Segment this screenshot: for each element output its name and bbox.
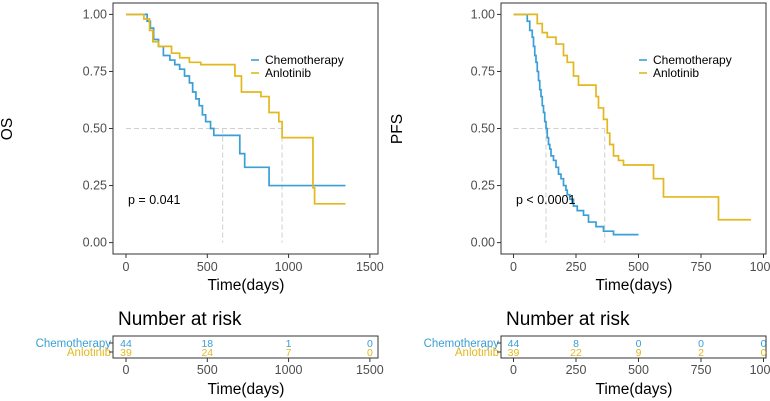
os-risk-anlotinib-value: 0 <box>367 347 373 359</box>
pfs-y-tick-label: 0.25 <box>471 179 495 193</box>
os-curve-chemotherapy <box>126 13 346 187</box>
os-curve-anlotinib <box>126 13 346 205</box>
os-risk-chemotherapy-value: 1 <box>286 338 292 350</box>
os-x-tick-label: 1000 <box>275 260 303 274</box>
pfs-x-tick-label: 0 <box>510 260 517 274</box>
os-risk-label-chemotherapy: Chemotherapy <box>36 338 112 350</box>
pfs-panel: 0.000.250.500.751.00 02505007501000 PFS … <box>389 2 770 398</box>
os-p-value: p = 0.041 <box>128 193 181 207</box>
pfs-median-reference-lines <box>513 128 606 243</box>
os-legend: Chemotherapy Anlotinib <box>251 53 344 80</box>
pfs-curve-chemotherapy <box>513 13 639 236</box>
os-y-tick-label: 0.50 <box>83 122 107 136</box>
pfs-risk-chemotherapy-value: 0 <box>636 338 642 350</box>
pfs-x-tick-label: 250 <box>566 260 587 274</box>
os-risk-x-axis: 0 500 1000 1500 <box>123 358 384 377</box>
os-risk-label-anlotinib: Anlotinib <box>67 347 111 359</box>
pfs-y-tick-label: 0.50 <box>471 122 495 136</box>
os-y-tick-label: 0.00 <box>83 236 107 250</box>
os-legend-anlotinib: Anlotinib <box>265 66 311 80</box>
pfs-y-axis: 0.00 0.25 0.50 0.75 1.00 <box>471 7 501 250</box>
os-risk-x-tick-label: 500 <box>197 363 218 377</box>
os-risk-x-tick-label: 1000 <box>275 363 303 377</box>
os-risk-anlotinib-value: 39 <box>120 347 132 359</box>
pfs-risk-x-tick-label: 1000 <box>750 363 770 377</box>
os-y-tick-label: 1.00 <box>83 7 107 21</box>
pfs-risk-chemotherapy-value: 44 <box>508 338 520 350</box>
pfs-y-tick-label: 1.00 <box>471 7 495 21</box>
pfs-risk-values: 44 8 0 0 039 22 9 2 0 <box>497 338 767 359</box>
os-x-axis-title: Time(days) <box>208 277 285 294</box>
os-y-tick-label: 0.75 <box>83 64 107 78</box>
pfs-risk-title: Number at risk <box>506 309 630 330</box>
os-y-tick-label: 0.25 <box>83 179 107 193</box>
os-plot-frame <box>112 2 379 255</box>
pfs-legend-chemotherapy: Chemotherapy <box>653 53 732 67</box>
os-x-tick-label: 500 <box>197 260 218 274</box>
pfs-y-tick-label: 0.00 <box>471 236 495 250</box>
pfs-x-tick-label: 750 <box>691 260 712 274</box>
pfs-risk-chemotherapy-value: 0 <box>761 338 767 350</box>
pfs-risk-chemotherapy-value: 8 <box>573 338 579 350</box>
os-risk-chemotherapy-value: 18 <box>201 338 213 350</box>
os-risk-anlotinib-value: 7 <box>286 347 292 359</box>
pfs-risk-anlotinib-value: 2 <box>698 347 704 359</box>
os-risk-x-tick-label: 1500 <box>356 363 384 377</box>
pfs-risk-chemotherapy-value: 0 <box>698 338 704 350</box>
os-survival-curves <box>126 13 346 205</box>
pfs-y-axis-title: PFS <box>389 114 406 144</box>
pfs-curve-anlotinib <box>513 13 751 221</box>
pfs-x-axis: 0 250 500 750 1000 <box>510 254 770 274</box>
pfs-survival-curves <box>513 13 751 236</box>
pfs-risk-x-tick-label: 0 <box>510 363 517 377</box>
pfs-risk-label-anlotinib: Anlotinib <box>455 347 499 359</box>
pfs-risk-x-tick-label: 250 <box>566 363 587 377</box>
pfs-risk-x-axis-title: Time(days) <box>596 381 673 398</box>
os-risk-chemotherapy-value: 0 <box>367 338 373 350</box>
pfs-risk-x-tick-label: 750 <box>691 363 712 377</box>
os-risk-x-tick-label: 0 <box>123 363 130 377</box>
pfs-risk-anlotinib-value: 22 <box>570 347 582 359</box>
pfs-risk-label-chemotherapy: Chemotherapy <box>424 338 500 350</box>
pfs-risk-anlotinib-value: 0 <box>761 347 767 359</box>
os-y-axis-title: OS <box>0 118 16 140</box>
os-risk-chemotherapy-value: 44 <box>120 338 132 350</box>
os-risk-values: 44 18 1 0 39 24 7 0 <box>109 338 373 359</box>
os-risk-frame <box>112 335 379 359</box>
os-x-tick-label: 0 <box>123 260 130 274</box>
os-risk-x-axis-title: Time(days) <box>208 381 285 398</box>
pfs-legend-anlotinib: Anlotinib <box>653 66 699 80</box>
pfs-y-tick-label: 0.75 <box>471 64 495 78</box>
os-risk-title: Number at risk <box>118 309 242 330</box>
pfs-x-axis-title: Time(days) <box>596 277 673 294</box>
os-x-tick-label: 1500 <box>356 260 384 274</box>
os-x-axis: 0 500 1000 1500 <box>123 254 384 274</box>
pfs-risk-anlotinib-value: 39 <box>508 347 520 359</box>
pfs-x-tick-label: 500 <box>628 260 649 274</box>
pfs-risk-frame <box>500 335 767 359</box>
os-legend-chemotherapy: Chemotherapy <box>265 53 344 67</box>
os-panel: 0.000.250.500.751.00 0 500 1000 1500 OS Tim… <box>0 2 384 398</box>
pfs-p-value: p < 0.0001 <box>516 193 575 207</box>
os-risk-anlotinib-value: 24 <box>201 347 213 359</box>
pfs-risk-x-axis: 0 250 500 750 1000 <box>510 358 770 377</box>
pfs-x-tick-label: 1000 <box>750 260 770 274</box>
pfs-legend: Chemotherapy Anlotinib <box>639 53 732 80</box>
os-y-axis: 0.00 0.25 0.50 0.75 1.00 <box>83 7 113 250</box>
pfs-risk-x-tick-label: 500 <box>628 363 649 377</box>
pfs-risk-anlotinib-value: 9 <box>636 347 642 359</box>
